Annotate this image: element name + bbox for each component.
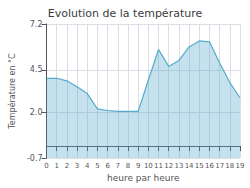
svg-text:8: 8 bbox=[126, 162, 130, 170]
svg-text:17: 17 bbox=[215, 162, 224, 170]
svg-text:2: 2 bbox=[65, 162, 69, 170]
svg-text:7: 7 bbox=[116, 162, 120, 170]
svg-text:15: 15 bbox=[195, 162, 204, 170]
svg-text:12: 12 bbox=[164, 162, 173, 170]
svg-text:3: 3 bbox=[75, 162, 79, 170]
svg-text:4.5: 4.5 bbox=[30, 65, 43, 74]
svg-text:0: 0 bbox=[44, 162, 48, 170]
svg-text:18: 18 bbox=[225, 162, 234, 170]
svg-text:10: 10 bbox=[144, 162, 153, 170]
svg-text:11: 11 bbox=[154, 162, 163, 170]
svg-text:14: 14 bbox=[185, 162, 194, 170]
svg-text:9: 9 bbox=[136, 162, 140, 170]
svg-text:4: 4 bbox=[85, 162, 90, 170]
svg-text:13: 13 bbox=[174, 162, 183, 170]
svg-text:Evolution de la température: Evolution de la température bbox=[48, 7, 203, 20]
svg-text:6: 6 bbox=[105, 162, 110, 170]
svg-text:16: 16 bbox=[205, 162, 214, 170]
svg-text:7.2: 7.2 bbox=[30, 20, 43, 29]
svg-text:1: 1 bbox=[54, 162, 58, 170]
svg-text:5: 5 bbox=[95, 162, 99, 170]
svg-text:heure par heure: heure par heure bbox=[107, 173, 180, 183]
svg-text:-0.7: -0.7 bbox=[27, 154, 43, 163]
svg-text:2.0: 2.0 bbox=[30, 108, 43, 117]
svg-text:19: 19 bbox=[236, 162, 245, 170]
svg-text:Température en °C: Température en °C bbox=[7, 53, 17, 130]
